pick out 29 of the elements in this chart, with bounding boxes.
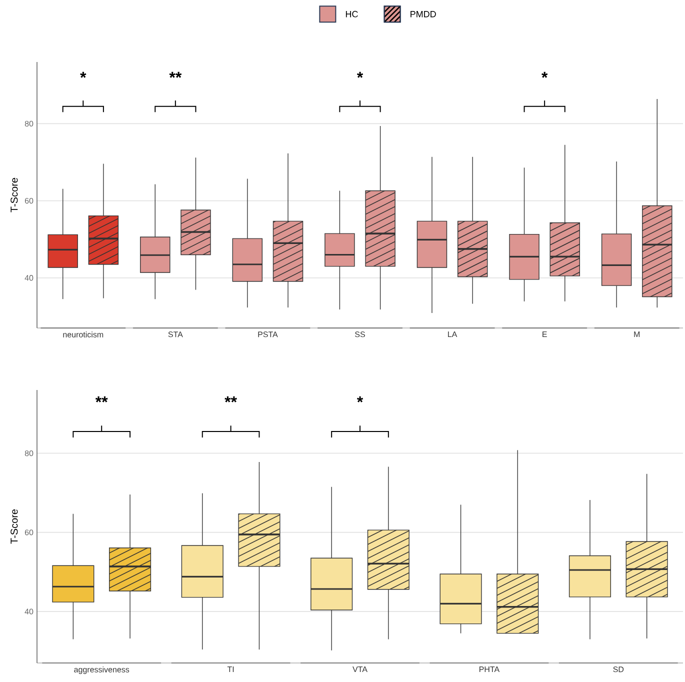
y-tick-label: 40 [24, 275, 34, 281]
x-tick-label: STA [168, 332, 183, 338]
y-axis-title: T-Score [10, 178, 18, 212]
x-tick-label: VTA [352, 666, 368, 672]
x-tick-label: E [542, 332, 547, 338]
y-tick-label: 80 [24, 120, 34, 127]
annotation: ** [95, 396, 108, 402]
y-tick-label: 60 [24, 530, 34, 536]
annotation: * [356, 396, 364, 402]
x-tick-label: TI [227, 666, 234, 672]
x-tick-label: SD [613, 666, 624, 672]
annotation: ** [224, 396, 238, 402]
x-tick-label: SS [355, 332, 365, 338]
x-tick-label: PSTA [258, 332, 278, 338]
annotation: * [356, 72, 364, 78]
x-tick-label: PHTA [479, 666, 500, 672]
x-tick-label: LA [448, 332, 458, 338]
annotation: * [80, 72, 86, 78]
y-tick-label: 40 [24, 608, 34, 614]
x-tick-label: aggressiveness [74, 666, 130, 674]
x-tick-label: M [634, 332, 640, 338]
y-tick-label: 80 [24, 450, 34, 456]
y-tick-label: 60 [24, 198, 34, 204]
annotation: ** [169, 72, 182, 78]
y-axis-title: T-Score [10, 509, 18, 544]
legend-label: HC [346, 10, 358, 18]
x-tick-label: neuroticism [63, 332, 104, 338]
annotation: * [542, 72, 548, 78]
legend-label: PMDD [410, 11, 436, 18]
